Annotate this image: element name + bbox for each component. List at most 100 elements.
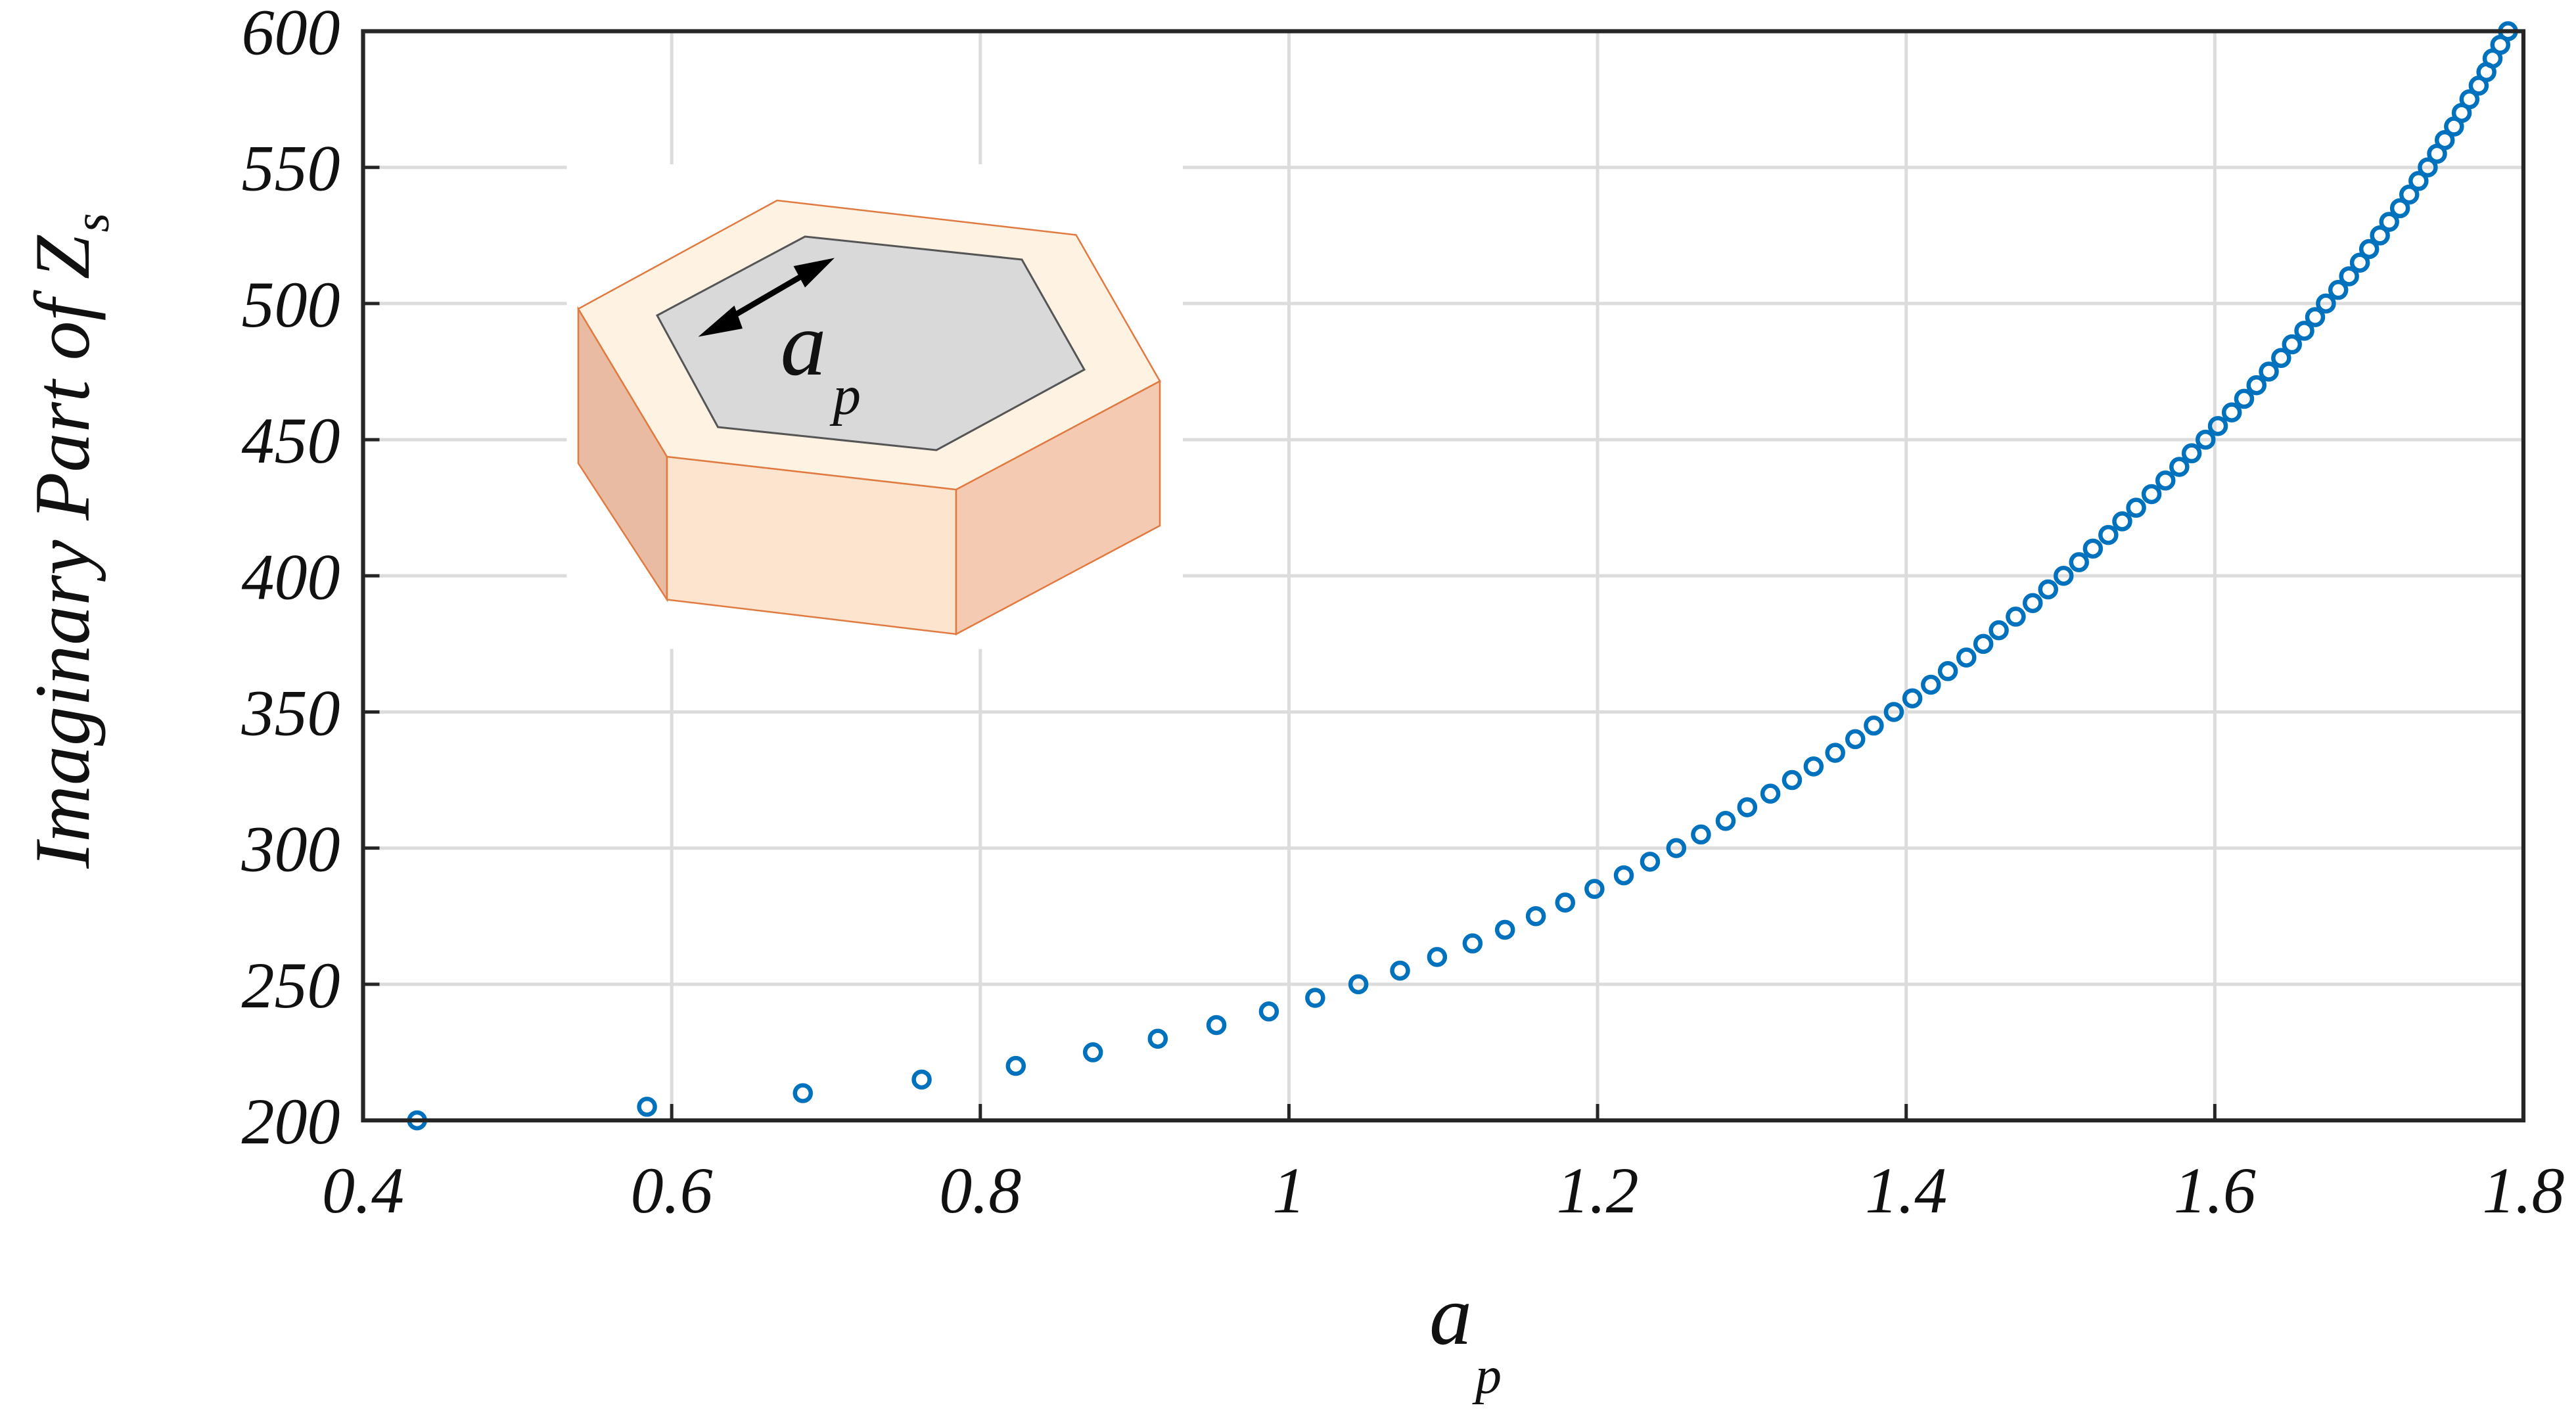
data-point [1555,892,1576,913]
data-point [2082,538,2104,559]
data-point [2349,252,2370,273]
data-point [2305,307,2326,327]
data-point [2389,198,2410,219]
x-tick-label: 1 [1272,1154,1305,1227]
x-tick-label: 0.4 [322,1154,404,1227]
x-tick-label: 0.8 [939,1154,1021,1227]
data-point [1584,879,1605,900]
data-point [1613,865,1634,886]
y-tick-label: 200 [242,1085,340,1158]
arrow-head [793,258,835,288]
y-axis-title-group: Imaginary Part of Z s [18,213,120,869]
data-point [1147,1028,1168,1049]
data-point [1883,702,1904,722]
data-point [1760,783,1781,804]
data-point [1390,960,1410,981]
data-point [2234,388,2255,409]
y-tick-label: 300 [241,813,340,886]
data-point [1666,838,1687,858]
data-point [2207,416,2228,436]
data-point [1937,661,1958,681]
data-point [2316,293,2336,314]
data-point [1640,852,1661,872]
data-point [2181,443,2202,464]
y-axis-title-subscript: s [65,213,120,232]
data-point [793,1083,813,1103]
inset-label: a [781,293,827,395]
data-point [2282,334,2303,355]
data-point [2221,402,2242,423]
data-point [2126,497,2146,518]
data-point [1348,974,1369,995]
patch [655,235,1086,451]
x-tick-label: 0.6 [631,1154,713,1227]
data-point [1206,1015,1227,1036]
data-point [2112,511,2132,532]
x-tick-label: 1.4 [1865,1154,1947,1227]
data-point [1825,743,1845,763]
data-point [2418,157,2438,177]
y-tick-label: 450 [242,404,340,477]
x-axis-title: a [1429,1268,1472,1363]
data-point [1427,947,1448,967]
x-tick-label: 1.6 [2174,1154,2256,1227]
data-point [2038,579,2058,600]
data-point [1005,1055,1026,1076]
data-point [1494,919,1515,940]
data-point [2246,375,2267,396]
x-axis-title-subscript: p [1472,1347,1502,1405]
data-point [2069,552,2089,572]
y-tick-label: 550 [242,132,340,205]
data-point [2294,321,2314,341]
data-point [1902,688,1923,708]
plot-marks [407,21,2518,1131]
y-tick-label: 400 [242,540,340,613]
data-point [1845,729,1866,750]
arrow-head [698,306,743,337]
data-point [2259,361,2279,382]
arrow-shaft [721,267,815,325]
data-point [911,1069,932,1090]
y-tick-label: 250 [242,949,340,1022]
data-point [637,1097,657,1117]
data-point [1973,633,1994,654]
data-point [1989,620,2009,641]
data-point [2053,566,2074,586]
data-point [1864,715,1884,736]
data-point [2434,130,2455,150]
data-point [2141,484,2162,505]
data-point [1956,647,1977,668]
data-point [1462,933,1483,953]
data-point [2339,266,2359,287]
x-tick-label: 1.8 [2483,1154,2565,1227]
y-tick-label: 350 [241,676,340,749]
data-point [2155,470,2176,491]
y-axis-title: Imaginary Part of Z [18,235,106,869]
y-tick-label: 500 [242,268,340,341]
data-point [2023,593,2043,613]
data-point [2379,212,2399,232]
data-point [2408,171,2429,191]
y-tick-label: 600 [242,0,340,69]
data-point [1715,810,1736,831]
data-point [1258,1001,1279,1022]
data-point [2370,225,2390,246]
data-point [1921,674,1941,695]
data-point [1782,769,1803,791]
inset-label-subscript: p [830,365,862,426]
data-point [2399,184,2420,205]
data-point [2006,607,2026,627]
data-point [1525,906,1546,927]
data-point [2169,457,2190,477]
data-point [2196,429,2216,450]
plot-frame [361,29,2526,1123]
data-point [1737,797,1758,817]
data-point [1305,988,1325,1008]
data-point [1803,756,1824,777]
data-point [2098,524,2119,545]
data-point [1082,1042,1103,1063]
data-point [2328,279,2349,300]
x-tick-label: 1.2 [1557,1154,1639,1227]
